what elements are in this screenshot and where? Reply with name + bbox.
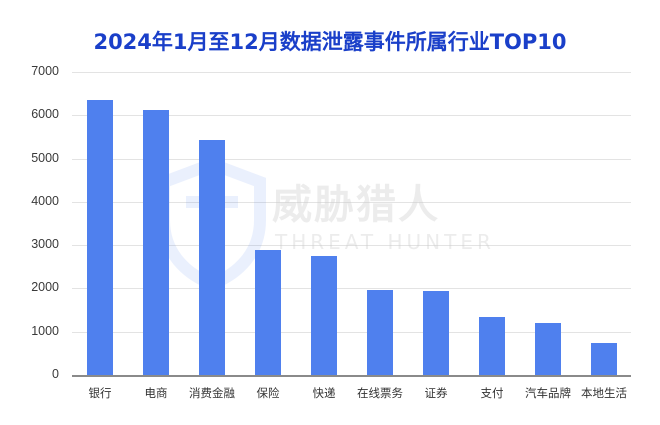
gridline	[72, 245, 631, 246]
bar-1	[143, 110, 169, 375]
bar-9	[591, 343, 617, 375]
chart-title: 2024年1月至12月数据泄露事件所属行业TOP10	[93, 30, 567, 54]
x-axis-category-label: 汽车品牌	[525, 386, 571, 400]
gridline	[72, 159, 631, 160]
bar-5	[367, 290, 393, 375]
x-axis-category-label: 支付	[480, 386, 504, 400]
bar-8	[535, 323, 561, 375]
x-axis-line	[72, 375, 631, 377]
y-axis-tick-label: 4000	[31, 194, 59, 208]
gridline	[72, 332, 631, 333]
y-axis-tick-label: 2000	[31, 280, 59, 294]
y-axis-tick-label: 7000	[31, 64, 59, 78]
gridline	[72, 202, 631, 203]
bar-4	[311, 256, 337, 375]
y-axis-tick-label: 3000	[31, 237, 59, 251]
x-axis-category-label: 在线票务	[357, 386, 403, 400]
x-axis-category-label: 快递	[312, 386, 336, 400]
bar-0	[87, 100, 113, 375]
x-axis-category-label: 消费金融	[189, 386, 235, 400]
bar-7	[479, 317, 505, 375]
gridline	[72, 288, 631, 289]
gridline	[72, 115, 631, 116]
watermark-text-cn: 威胁猎人	[272, 182, 440, 228]
x-axis-category-label: 银行	[88, 386, 112, 400]
x-axis-category-label: 电商	[144, 386, 168, 400]
y-axis-tick-label: 6000	[31, 107, 59, 121]
y-axis-tick-label: 0	[52, 367, 59, 381]
bar-6	[423, 291, 449, 375]
watermark-text-en: THREAT HUNTER	[275, 230, 495, 254]
x-axis-category-label: 保险	[256, 386, 280, 400]
y-axis-tick-label: 5000	[31, 151, 59, 165]
bar-2	[199, 140, 225, 375]
bar-3	[255, 250, 281, 375]
x-axis-category-label: 本地生活	[581, 386, 627, 400]
y-axis-tick-label: 1000	[31, 324, 59, 338]
gridline	[72, 72, 631, 73]
x-axis-category-label: 证券	[424, 386, 448, 400]
